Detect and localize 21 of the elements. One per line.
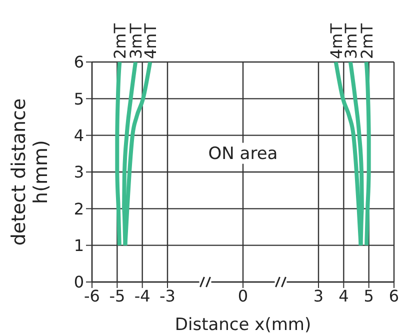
x-tick-label: 4 (338, 286, 349, 306)
x-tick-label: 3 (313, 286, 324, 306)
y-tick-label: 5 (74, 89, 84, 108)
x-tick-label: -6 (84, 286, 100, 306)
text: 4mT (141, 23, 160, 59)
y-tick-label: 2 (74, 199, 84, 218)
y-tick-label: 1 (74, 236, 84, 256)
x-tick-label: 0 (238, 286, 248, 306)
y-tick-label: 6 (74, 52, 84, 72)
y-axis-title: detect distance h(mm) (8, 98, 52, 246)
x-tick-label: -3 (160, 286, 176, 306)
y-tick-label: 3 (74, 162, 84, 182)
y-tick-label: 0 (74, 272, 84, 292)
text: 2mT (110, 23, 130, 59)
x-axis-title: Distance x(mm) (174, 315, 312, 334)
x-tick-label: 6 (388, 286, 400, 306)
x-tick-label: 5 (364, 286, 374, 306)
x-tick-label: -5 (109, 286, 126, 306)
y-tick-label: 4 (74, 126, 84, 146)
annotation: ON area (208, 144, 278, 164)
x-tick-label: -4 (134, 286, 150, 306)
